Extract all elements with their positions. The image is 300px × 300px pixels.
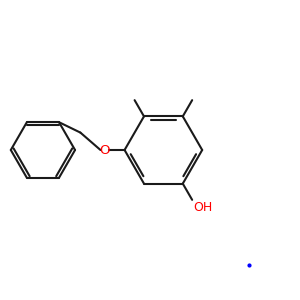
Text: OH: OH: [194, 201, 213, 214]
Text: O: O: [99, 143, 110, 157]
